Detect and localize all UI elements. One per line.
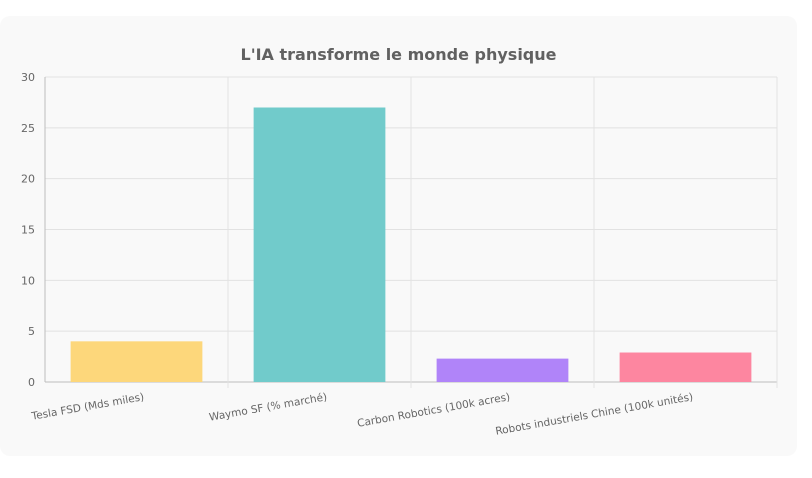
x-tick-label: Waymo SF (% marché)	[208, 391, 328, 424]
chart-title: L'IA transforme le monde physique	[240, 45, 557, 64]
chart-card	[0, 16, 797, 456]
y-tick-label: 5	[28, 325, 35, 338]
y-tick-label: 15	[21, 224, 35, 237]
x-tick-label: Robots industriels Chine (100k unités)	[495, 391, 694, 438]
bar[interactable]	[253, 107, 386, 383]
bar[interactable]	[70, 341, 203, 382]
y-tick-label: 20	[21, 173, 35, 186]
x-axis-ticks: Tesla FSD (Mds miles) Waymo SF (% marché)…	[30, 391, 694, 438]
y-axis-ticks: 0 5 10 15 20 25 30	[21, 71, 35, 389]
y-tick-label: 25	[21, 122, 35, 135]
x-tick-label: Carbon Robotics (100k acres)	[356, 391, 511, 430]
x-tick-label: Tesla FSD (Mds miles)	[30, 391, 145, 423]
y-tick-label: 30	[21, 71, 35, 84]
bar[interactable]	[436, 358, 569, 382]
y-tick-label: 0	[28, 376, 35, 389]
y-tick-label: 10	[21, 274, 35, 287]
chart-bars	[70, 107, 752, 383]
bar[interactable]	[619, 352, 752, 382]
